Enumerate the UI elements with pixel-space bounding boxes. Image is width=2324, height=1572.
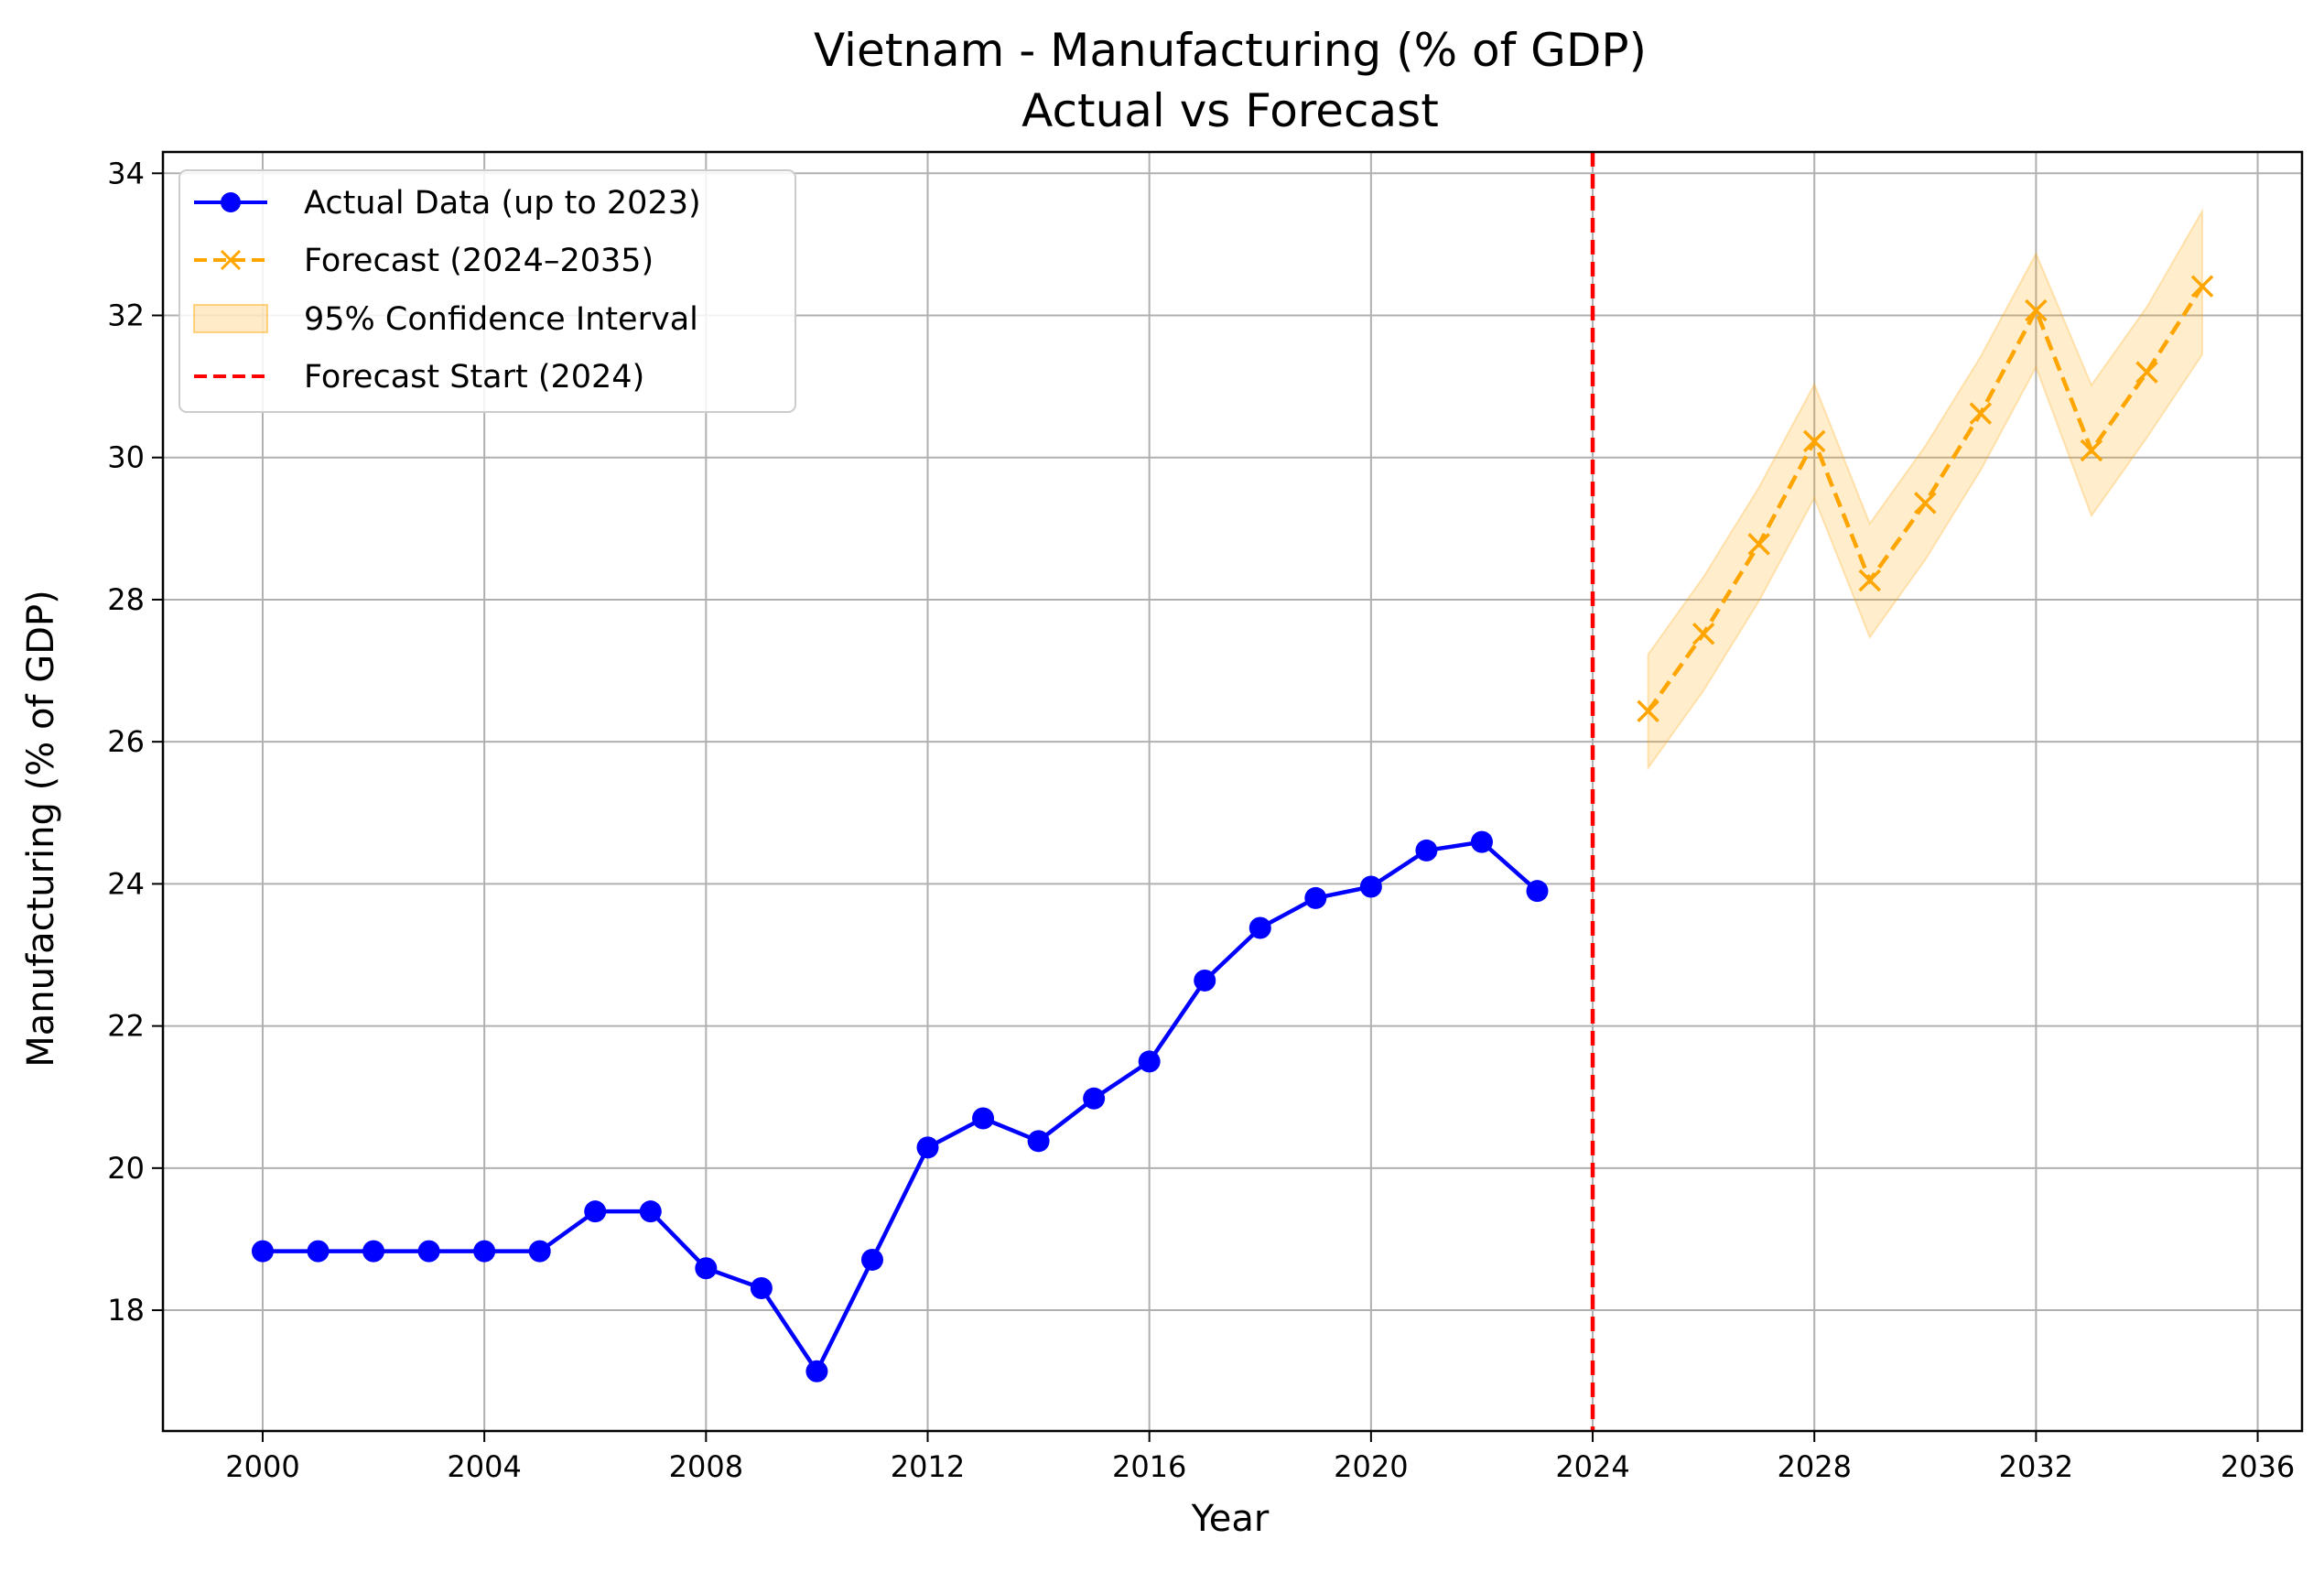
legend-entry-forecast: Forecast (2024–2035) <box>194 243 654 279</box>
y-tick-label: 30 <box>107 440 145 475</box>
legend-entry-actual: Actual Data (up to 2023) <box>194 185 701 222</box>
confidence-band <box>1647 207 2204 772</box>
forecast-point <box>1914 492 1937 515</box>
y-tick-label: 24 <box>107 866 145 901</box>
actual-point <box>362 1240 385 1263</box>
legend-entry-forecast-start: Forecast Start (2024) <box>194 359 644 396</box>
x-tick-label: 2004 <box>447 1449 521 1484</box>
legend-label-actual: Actual Data (up to 2023) <box>304 185 701 222</box>
forecast-point <box>1692 622 1715 645</box>
legend: Actual Data (up to 2023) Forecast (2024–… <box>178 169 796 413</box>
actual-point <box>584 1200 607 1223</box>
actual-point <box>1083 1087 1106 1110</box>
confidence-band-layer <box>1647 207 2204 772</box>
x-tick-label: 2012 <box>891 1449 965 1484</box>
x-tick-label: 2016 <box>1112 1449 1186 1484</box>
actual-series-layer <box>251 830 1549 1382</box>
legend-entry-ci: 95% Confidence Interval <box>193 301 698 338</box>
actual-point <box>916 1136 939 1159</box>
forecast-point <box>2135 361 2158 384</box>
y-tick-label: 20 <box>107 1151 145 1186</box>
y-tick-label: 28 <box>107 582 145 617</box>
grid-layer <box>163 152 2302 1431</box>
x-tick-label: 2000 <box>225 1449 299 1484</box>
actual-point <box>860 1248 883 1271</box>
x-ticks: 2000 2004 2008 2012 2016 2020 2024 2028 2032 2036 <box>225 1431 2295 1484</box>
chart-subtitle: Actual vs Forecast <box>1021 84 1439 137</box>
actual-point <box>1248 916 1271 939</box>
actual-point <box>1138 1050 1161 1073</box>
actual-point <box>1359 875 1382 898</box>
actual-point <box>639 1200 662 1223</box>
y-tick-label: 32 <box>107 298 145 333</box>
legend-marker-forecast <box>220 249 242 271</box>
actual-point <box>1304 886 1327 909</box>
forecast-point <box>2190 275 2214 298</box>
actual-point <box>528 1240 551 1263</box>
y-tick-label: 22 <box>107 1009 145 1044</box>
forecast-series-layer <box>1637 275 2214 723</box>
actual-point <box>417 1240 440 1263</box>
y-tick-label: 26 <box>107 724 145 759</box>
actual-point <box>473 1240 496 1263</box>
forecast-point <box>2025 298 2048 322</box>
actual-line <box>262 840 1539 1374</box>
x-tick-label: 2020 <box>1334 1449 1408 1484</box>
forecast-point <box>2080 439 2103 462</box>
legend-marker-actual <box>221 192 241 212</box>
y-axis-label: Manufacturing (% of GDP) <box>20 590 62 1067</box>
actual-point <box>307 1240 330 1263</box>
forecast-point <box>1858 569 1881 592</box>
legend-box <box>178 169 796 413</box>
legend-swatch-ci <box>193 304 268 333</box>
legend-label-ci: 95% Confidence Interval <box>304 301 698 338</box>
actual-point <box>251 1240 274 1263</box>
x-axis-label: Year <box>1191 1498 1270 1540</box>
actual-point <box>972 1107 995 1130</box>
plot-frame <box>161 150 2304 1433</box>
actual-point <box>1470 830 1493 853</box>
forecast-point <box>1747 533 1770 556</box>
actual-point <box>750 1277 773 1300</box>
x-tick-label: 2032 <box>1999 1449 2073 1484</box>
actual-point <box>1027 1130 1050 1153</box>
forecast-point <box>1969 402 1993 425</box>
actual-point <box>695 1257 718 1280</box>
x-tick-label: 2036 <box>2221 1449 2295 1484</box>
actual-point <box>1194 969 1216 992</box>
y-tick-label: 34 <box>107 156 145 190</box>
forecast-point <box>1802 429 1826 453</box>
x-tick-label: 2008 <box>669 1449 743 1484</box>
actual-point <box>1415 839 1438 862</box>
y-ticks: 18 20 22 24 26 28 30 32 34 <box>107 156 163 1328</box>
actual-point <box>805 1360 828 1382</box>
forecast-point <box>1637 699 1659 723</box>
x-tick-label: 2028 <box>1777 1449 1851 1484</box>
chart-title: Vietnam - Manufacturing (% of GDP) <box>814 24 1647 77</box>
x-tick-label: 2024 <box>1555 1449 1629 1484</box>
legend-label-forecast: Forecast (2024–2035) <box>304 243 654 279</box>
legend-label-forecast-start: Forecast Start (2024) <box>304 359 644 396</box>
y-tick-label: 18 <box>107 1293 145 1328</box>
actual-point <box>1526 880 1549 903</box>
